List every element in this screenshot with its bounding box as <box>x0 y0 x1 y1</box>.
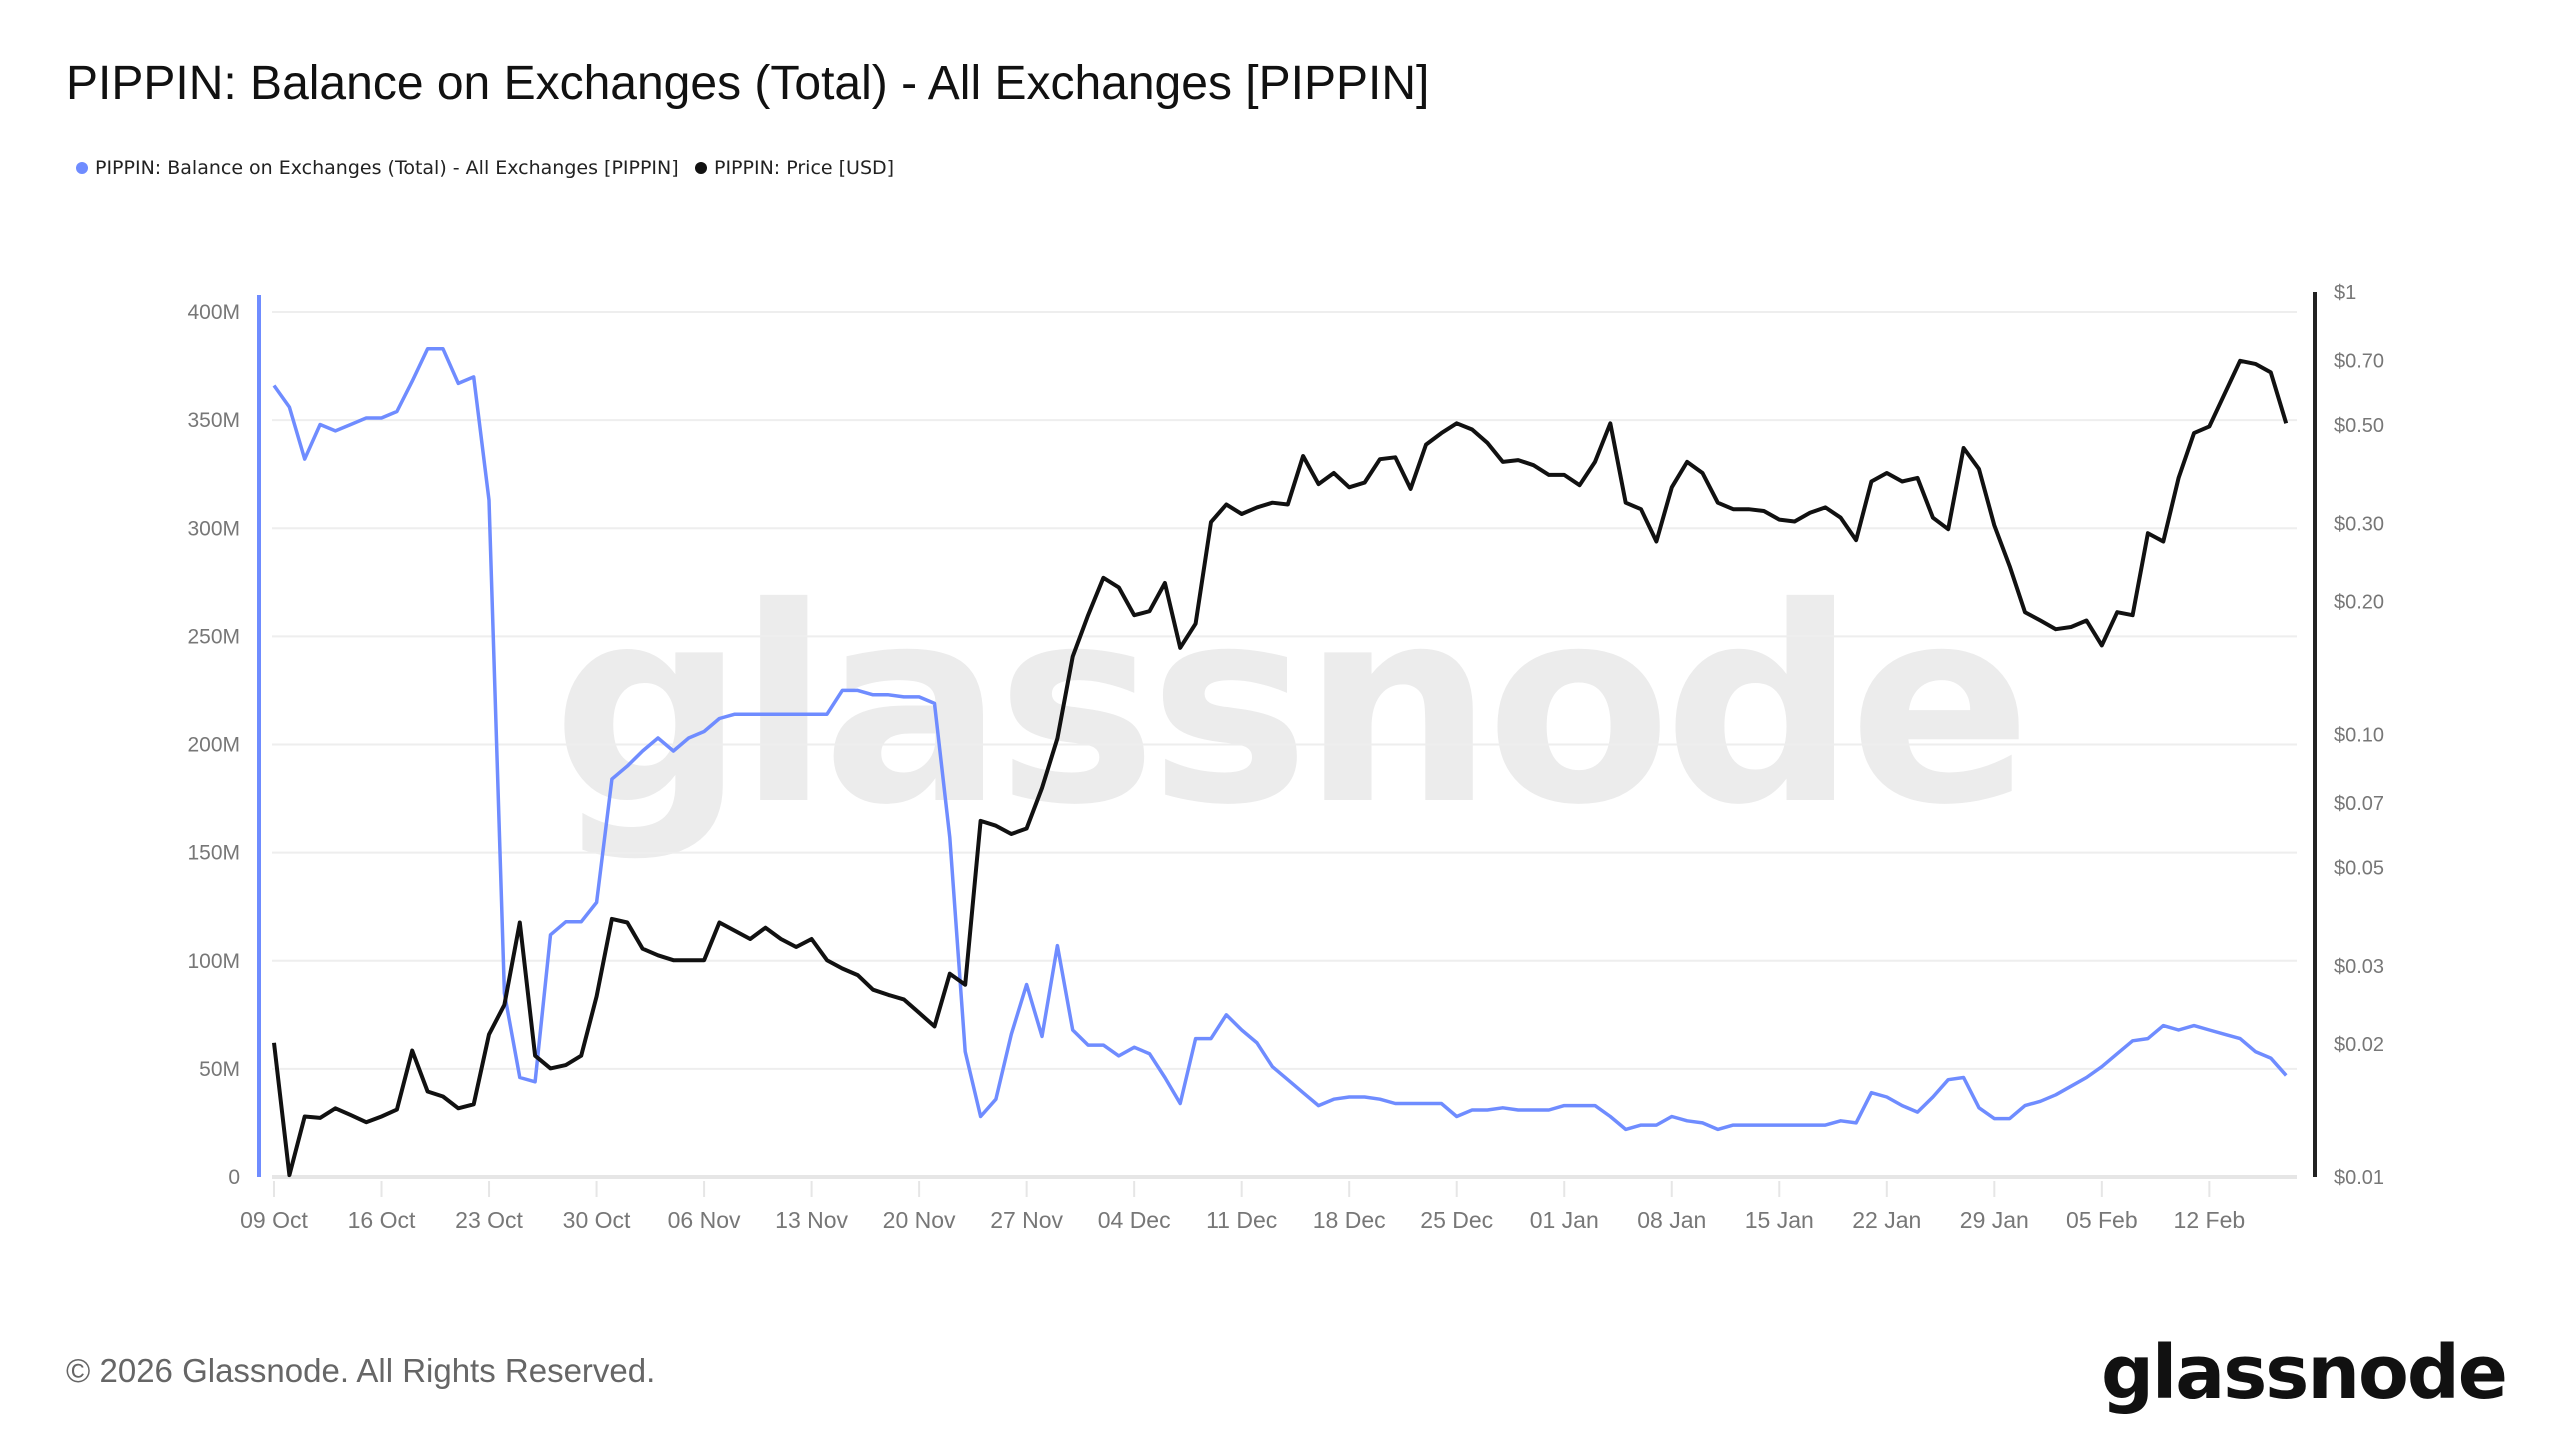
x-tick-label: 13 Nov <box>775 1207 848 1233</box>
x-tick-label: 18 Dec <box>1313 1207 1386 1233</box>
axes: 0 50M 100M 150M 200M 250M 300M 350M 400M $0.01 $0.… <box>187 282 2384 1233</box>
legend-label: PIPPIN: Balance on Exchanges (Total) - A… <box>95 157 679 179</box>
y-right-tick-label: $0.03 <box>2334 956 2384 978</box>
y-right-tick-label: $0.50 <box>2334 415 2384 437</box>
x-tick-label: 08 Jan <box>1637 1207 1706 1233</box>
x-tick-label: 12 Feb <box>2174 1207 2246 1233</box>
x-tick-label: 11 Dec <box>1206 1207 1277 1233</box>
legend-label: PIPPIN: Price [USD] <box>714 157 895 179</box>
y-right-tick-label: $0.10 <box>2334 725 2384 747</box>
y-left-tick-label: 0 <box>228 1166 240 1189</box>
legend-dot-icon <box>76 162 88 174</box>
x-tick-label: 20 Nov <box>883 1207 956 1233</box>
chart-title: PIPPIN: Balance on Exchanges (Total) - A… <box>66 57 1430 110</box>
y-right-tick-label: $0.70 <box>2334 351 2384 373</box>
x-tick-label: 22 Jan <box>1852 1207 1921 1233</box>
x-tick-label: 23 Oct <box>455 1207 523 1233</box>
y-left-tick-label: 250M <box>187 625 240 648</box>
series <box>272 347 2289 1178</box>
y-right-tick-label: $0.02 <box>2334 1034 2384 1056</box>
legend-item-price[interactable]: PIPPIN: Price [USD] <box>695 157 894 179</box>
x-tick-label: 15 Jan <box>1745 1207 1814 1233</box>
y-left-tick-label: 300M <box>187 517 240 540</box>
x-tick-label: 30 Oct <box>563 1207 631 1233</box>
legend-dot-icon <box>695 162 707 174</box>
glassnode-logo: glassnode <box>2100 1330 2508 1416</box>
y-right-tick-label: $0.30 <box>2334 513 2384 535</box>
x-tick-label: 29 Jan <box>1960 1207 2029 1233</box>
y-left-tick-label: 350M <box>187 409 240 432</box>
y-right-tick-label: $1 <box>2334 282 2356 304</box>
y-right-tick-label: $0.05 <box>2334 858 2384 880</box>
y-left-tick-label: 100M <box>187 950 240 973</box>
price-line <box>272 358 2289 1178</box>
x-tick-label: 09 Oct <box>240 1207 308 1233</box>
y-left-tick-label: 200M <box>187 734 240 757</box>
watermark: glassnode <box>552 549 2024 864</box>
y-right-tick-label: $0.01 <box>2334 1167 2384 1189</box>
x-tick-label: 06 Nov <box>668 1207 741 1233</box>
y-left-tick-label: 400M <box>187 301 240 324</box>
y-left-tick-label: 150M <box>187 842 240 865</box>
x-tick-label: 04 Dec <box>1098 1207 1171 1233</box>
copyright-footer: © 2026 Glassnode. All Rights Reserved. <box>66 1352 656 1389</box>
y-left-tick-label: 50M <box>199 1058 240 1081</box>
x-tick-label: 25 Dec <box>1420 1207 1493 1233</box>
gridlines <box>272 311 2297 1179</box>
x-tick-label: 16 Oct <box>348 1207 416 1233</box>
x-tick-label: 01 Jan <box>1530 1207 1599 1233</box>
balance-line <box>272 347 2288 1132</box>
x-tick-label: 27 Nov <box>990 1207 1063 1233</box>
legend-item-balance[interactable]: PIPPIN: Balance on Exchanges (Total) - A… <box>76 157 679 179</box>
y-right-tick-label: $0.20 <box>2334 591 2384 613</box>
y-right-tick-label: $0.07 <box>2334 793 2384 815</box>
x-tick-label: 05 Feb <box>2066 1207 2138 1233</box>
